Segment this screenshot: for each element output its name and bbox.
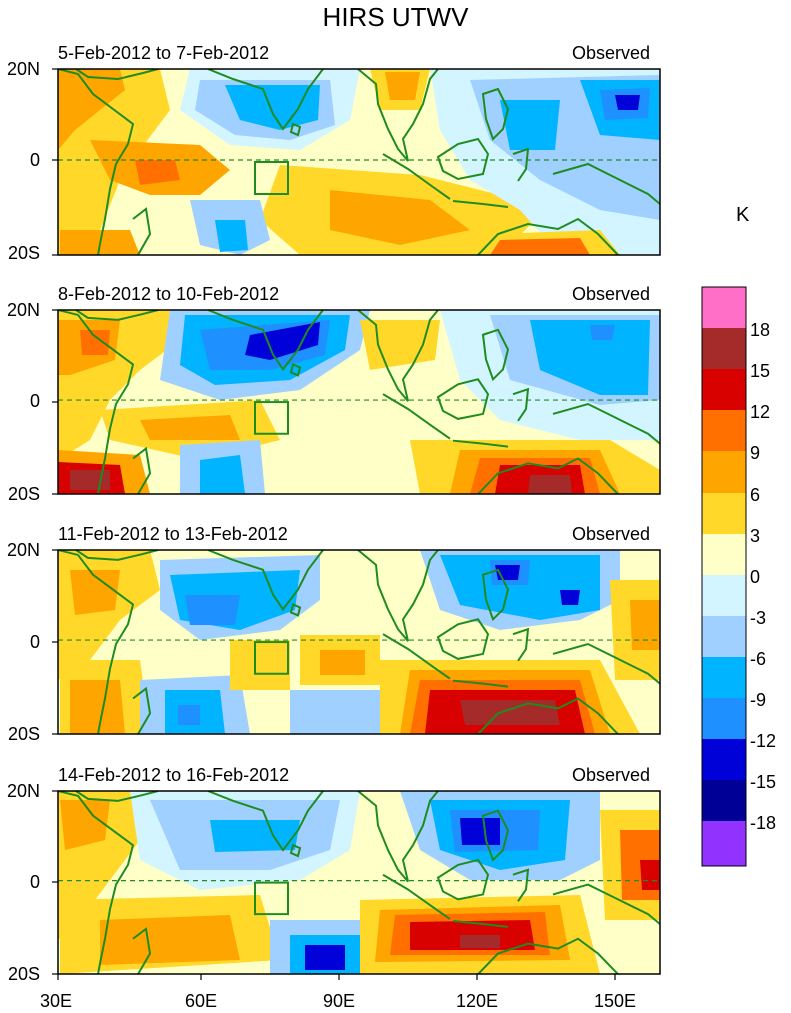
panel-2-ylabel-20n: 20N — [6, 300, 40, 320]
panel-1-map — [57, 68, 661, 256]
colorbar-box-neg12-neg9 — [702, 698, 746, 739]
colorbar-box-neg18-neg15 — [702, 780, 746, 821]
colorbar-label-neg9: -9 — [750, 690, 767, 710]
colorbar-box-6-9 — [702, 451, 746, 493]
xlabel-90e: 90E — [322, 991, 356, 1011]
colorbar-label-9: 9 — [750, 443, 761, 463]
colorbar — [701, 286, 747, 867]
colorbar-label-neg15: -15 — [750, 772, 777, 792]
colorbar-box-neg15-neg12 — [702, 739, 746, 780]
panel-1-tag: Observed — [572, 43, 651, 63]
colorbar-box-9-12 — [702, 410, 746, 451]
colorbar-label-12: 12 — [750, 402, 771, 422]
colorbar-box-above-18 — [702, 287, 746, 328]
panel-3-ylabel-20n: 20N — [6, 540, 40, 560]
panel-4-ylabel-20s: 20S — [7, 964, 40, 984]
colorbar-box-0-3 — [702, 534, 746, 575]
colorbar-label-6: 6 — [750, 485, 761, 505]
panel-4-tag: Observed — [572, 765, 651, 785]
panel-4-ylabel-0: 0 — [29, 872, 40, 892]
panel-3-ylabel-20s: 20S — [7, 724, 40, 744]
panel-2-ylabel-20s: 20S — [7, 484, 40, 504]
panel-3-ylabel-0: 0 — [29, 632, 40, 652]
xlabel-120e: 120E — [455, 991, 499, 1011]
colorbar-label-0: 0 — [750, 567, 761, 587]
colorbar-box-12-15 — [702, 369, 746, 410]
colorbar-label-18: 18 — [750, 320, 771, 340]
panel-1-ylabel-20n: 20N — [6, 59, 40, 79]
colorbar-box-neg9-neg6 — [702, 657, 746, 698]
colorbar-box-3-6 — [702, 493, 746, 534]
axis-ticks — [52, 68, 616, 980]
panel-3-map — [57, 549, 661, 735]
colorbar-box-neg3-0 — [702, 575, 746, 616]
xlabel-150e: 150E — [593, 991, 637, 1011]
colorbar-label-15: 15 — [750, 361, 771, 381]
colorbar-label-neg18: -18 — [750, 813, 777, 833]
xlabel-30e: 30E — [39, 991, 73, 1011]
panel-1-ylabel-0: 0 — [29, 150, 40, 170]
colorbar-box-neg6-neg3 — [702, 616, 746, 657]
panel-4-map — [57, 790, 661, 975]
colorbar-label-3: 3 — [750, 526, 761, 546]
xlabel-60e: 60E — [184, 991, 218, 1011]
panel-2-tag: Observed — [572, 284, 651, 304]
colorbar-box-below-neg18 — [702, 821, 746, 866]
colorbar-label-neg12: -12 — [750, 731, 777, 751]
panel-1-date-range: 5-Feb-2012 to 7-Feb-2012 — [58, 43, 270, 63]
panel-4-date-range: 14-Feb-2012 to 16-Feb-2012 — [58, 765, 290, 785]
colorbar-unit: K — [736, 204, 750, 226]
panel-2-date-range: 8-Feb-2012 to 10-Feb-2012 — [58, 284, 280, 304]
colorbar-box-15-18 — [702, 328, 746, 369]
panel-3-date-range: 11-Feb-2012 to 13-Feb-2012 — [58, 524, 288, 544]
panel-4-ylabel-20n: 20N — [6, 781, 40, 801]
colorbar-label-neg3: -3 — [750, 608, 767, 628]
map-title: HIRS UTWV — [322, 2, 469, 32]
panel-2-map — [57, 309, 661, 495]
panel-2-ylabel-0: 0 — [29, 391, 40, 411]
colorbar-label-neg6: -6 — [750, 649, 767, 669]
panel-3-tag: Observed — [572, 524, 651, 544]
panel-1-ylabel-20s: 20S — [7, 243, 40, 263]
